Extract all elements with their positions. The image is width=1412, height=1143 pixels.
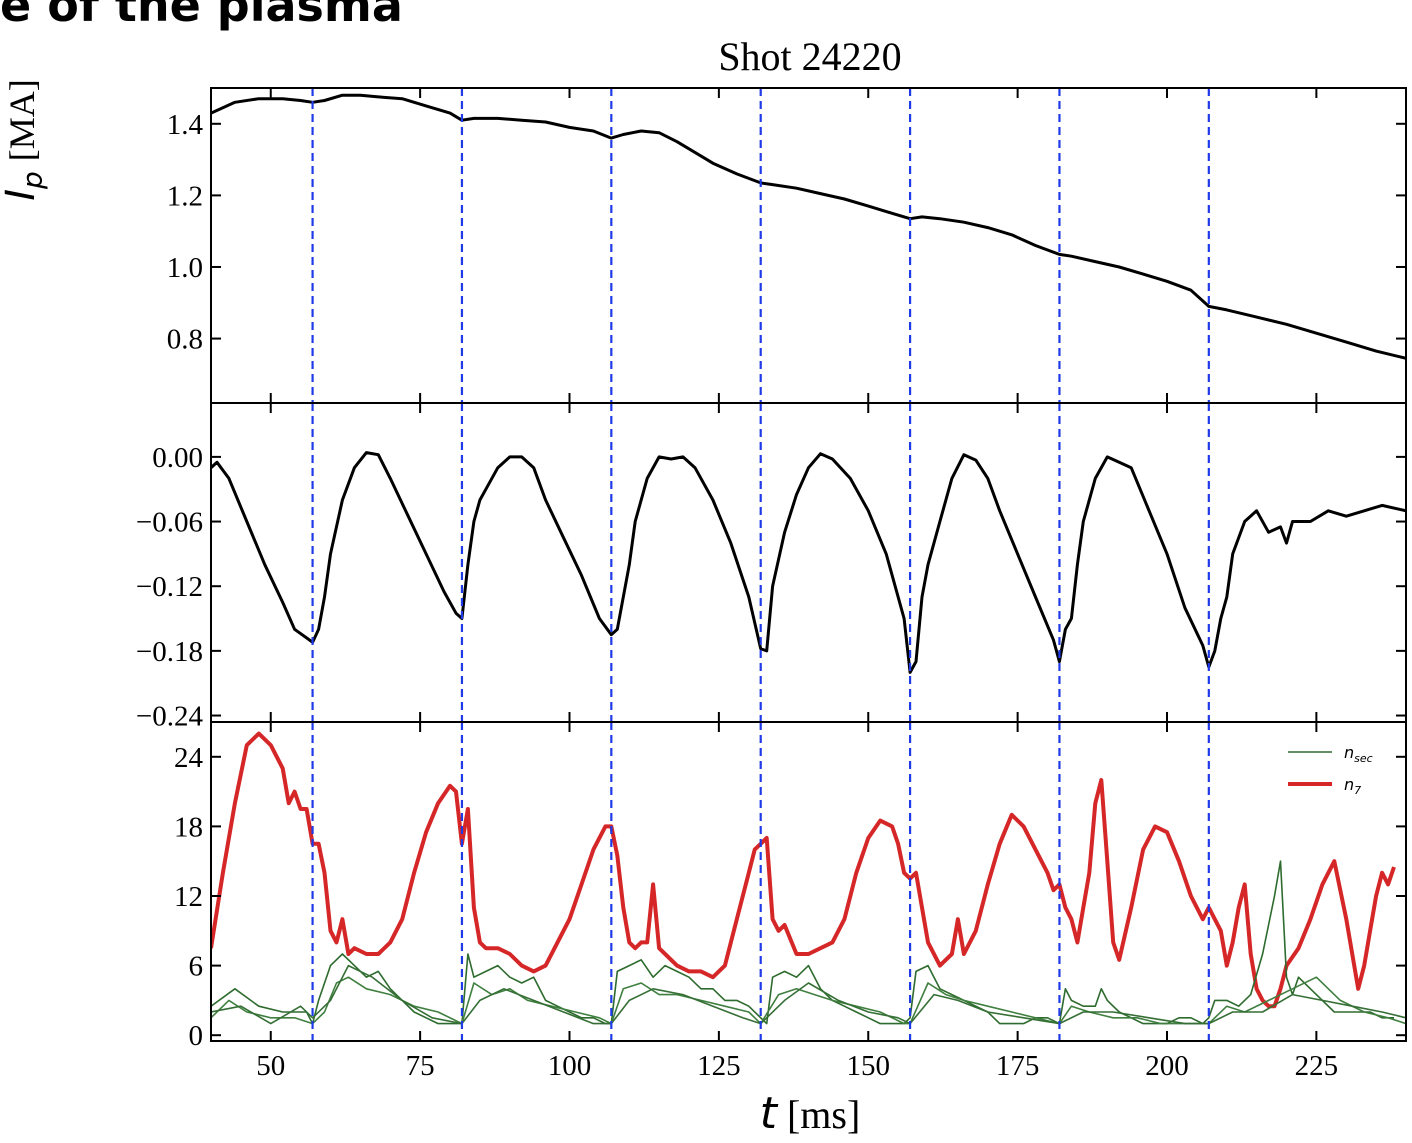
panel-m1: 0 6 12 18 24 nsec n7 bbox=[174, 721, 1407, 1052]
y-axis-labels: Ip[MA]F = Bθ(a)/ < Bθ >m = 1[mT] bbox=[0, 79, 49, 201]
panel-frame bbox=[210, 402, 1407, 723]
svg-text:t[ms]: t [ms] bbox=[760, 1088, 861, 1139]
y-tick-label: −0.06 bbox=[136, 507, 203, 539]
x-tick-label: 100 bbox=[548, 1050, 592, 1082]
series-line-trace-0 bbox=[211, 451, 1406, 674]
panel-frame bbox=[210, 721, 1407, 1042]
panel-ip: 0.8 1.0 1.2 1.4 bbox=[167, 87, 1407, 404]
x-axis-label-unit: [ms] bbox=[787, 1092, 860, 1137]
y-tick-label: 1.2 bbox=[167, 180, 203, 212]
x-axis-label-symbol: t bbox=[760, 1088, 779, 1139]
y-label-sub: p bbox=[16, 171, 49, 190]
y-tick-label: 12 bbox=[174, 881, 203, 913]
y-tick-label: −0.24 bbox=[136, 701, 204, 733]
series-line-trace-3 bbox=[211, 964, 1406, 1025]
y-tick-label: −0.12 bbox=[136, 571, 203, 603]
series-line-n_7 bbox=[211, 731, 1396, 1009]
panel-F: 0.00 −0.06 −0.12 −0.18 −0.24 bbox=[136, 402, 1407, 733]
series-line-n_sec bbox=[211, 860, 1394, 1025]
panel-frame bbox=[210, 87, 1407, 404]
x-tick-label: 50 bbox=[256, 1050, 285, 1082]
y-tick-label: 18 bbox=[174, 811, 203, 843]
y-tick-label: 24 bbox=[174, 742, 204, 774]
legend-label-sub: sec bbox=[1354, 752, 1373, 765]
x-tick-label: 200 bbox=[1145, 1050, 1189, 1082]
x-tick-label: 175 bbox=[996, 1050, 1040, 1082]
chart-title: Shot 24220 bbox=[718, 34, 901, 79]
legend-label-sub: 7 bbox=[1354, 784, 1361, 797]
y-tick-label: 6 bbox=[189, 951, 204, 983]
y-tick-label: 0.8 bbox=[167, 324, 203, 356]
y-label-unit: [MA] bbox=[2, 79, 42, 161]
y-label-symbol: I bbox=[0, 189, 44, 201]
y-axis-label-ip: Ip [MA] bbox=[0, 79, 49, 201]
y-tick-label: 1.0 bbox=[167, 252, 203, 284]
y-tick-label: 0 bbox=[189, 1020, 204, 1052]
y-tick-label: 1.4 bbox=[167, 109, 204, 141]
y-tick-label: −0.18 bbox=[136, 636, 203, 668]
page-heading-fragment: e of the plasma bbox=[0, 0, 403, 32]
legend-label-n_sec: nsec bbox=[1344, 743, 1373, 765]
x-axis-label: t [ms] bbox=[760, 1088, 861, 1139]
x-tick-label: 150 bbox=[847, 1050, 891, 1082]
panels-group: 0.8 1.0 1.2 1.4 0.00 −0.06 −0.12 −0.18 −0.24 0 6 12… bbox=[136, 87, 1407, 1082]
legend-label-n_7: n7 bbox=[1344, 775, 1361, 797]
legend: nsec n7 bbox=[1288, 743, 1373, 797]
x-tick-label: 225 bbox=[1295, 1050, 1339, 1082]
x-tick-label: 75 bbox=[406, 1050, 435, 1082]
x-tick-label: 125 bbox=[697, 1050, 741, 1082]
series-line-trace-0 bbox=[211, 93, 1406, 360]
y-tick-label: 0.00 bbox=[152, 442, 203, 474]
